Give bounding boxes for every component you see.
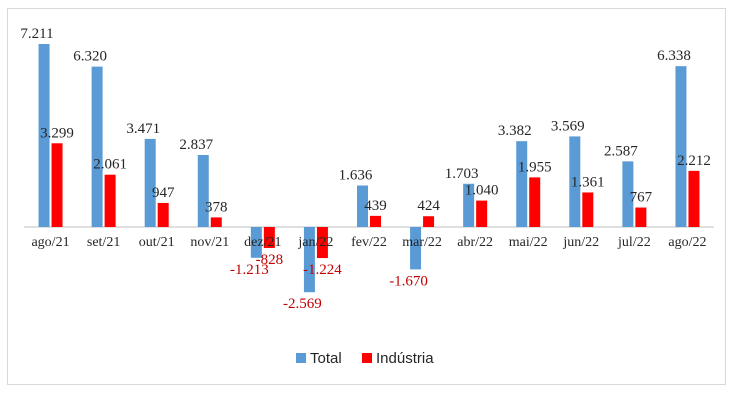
- data-label-total-12: 6.338: [657, 48, 691, 64]
- data-label-industria-12: 2.212: [677, 153, 711, 169]
- data-label-industria-4: -828: [256, 252, 284, 268]
- x-tick-label-7: mar/22: [402, 235, 442, 250]
- x-tick-label-9: mai/22: [509, 235, 548, 250]
- data-label-total-5: -2.569: [283, 296, 322, 312]
- bar-total-5: [303, 227, 315, 293]
- bar-industria-8: [476, 200, 488, 227]
- data-label-industria-1: 2.061: [93, 157, 127, 173]
- bar-industria-2: [157, 202, 169, 227]
- bar-industria-1: [104, 174, 116, 227]
- bar-total-12: [675, 66, 687, 227]
- legend-swatch-1: [362, 353, 372, 363]
- x-tick-label-4: dez/21: [244, 235, 281, 250]
- data-label-total-10: 3.569: [551, 118, 585, 134]
- data-label-industria-10: 1.361: [571, 174, 605, 190]
- data-label-industria-2: 947: [152, 185, 175, 201]
- bar-total-1: [91, 66, 103, 228]
- x-tick-label-12: ago/22: [668, 235, 706, 250]
- data-label-total-11: 2.587: [604, 143, 638, 159]
- bar-industria-5: [316, 227, 328, 259]
- data-label-industria-6: 439: [364, 198, 387, 214]
- bar-industria-9: [529, 177, 541, 227]
- bar-industria-11: [635, 207, 647, 227]
- data-label-industria-0: 3.299: [40, 125, 74, 141]
- bar-total-4: [250, 227, 262, 258]
- bar-total-7: [410, 227, 422, 270]
- bar-total-0: [38, 44, 50, 227]
- data-label-industria-3: 378: [205, 199, 228, 215]
- bar-total-9: [516, 141, 528, 227]
- legend-swatch-0: [296, 353, 306, 363]
- data-label-total-4: -1.213: [230, 262, 269, 278]
- bar-industria-6: [370, 215, 381, 227]
- x-tick-label-0: ago/21: [31, 235, 69, 250]
- bar-industria-0: [51, 143, 63, 227]
- data-label-industria-5: -1.224: [303, 262, 342, 278]
- data-label-total-6: 1.636: [339, 167, 373, 183]
- data-label-total-9: 3.382: [498, 123, 532, 139]
- x-tick-label-10: jun/22: [562, 235, 599, 250]
- data-label-industria-7: 424: [417, 198, 440, 214]
- bar-industria-7: [423, 216, 435, 227]
- bar-total-6: [357, 185, 368, 227]
- data-label-total-7: -1.670: [389, 273, 428, 289]
- x-tick-label-2: out/21: [139, 235, 175, 250]
- data-label-industria-8: 1.040: [465, 183, 499, 199]
- bar-industria-12: [688, 170, 700, 227]
- x-tick-label-11: jul/22: [617, 235, 651, 250]
- bar-total-8: [463, 183, 475, 227]
- bar-industria-10: [582, 192, 594, 227]
- data-label-total-2: 3.471: [126, 121, 160, 137]
- bar-total-10: [569, 136, 581, 227]
- data-label-total-8: 1.703: [445, 166, 479, 182]
- bar-total-2: [144, 138, 156, 227]
- legend-label-1: Indústria: [376, 350, 434, 367]
- data-label-total-1: 6.320: [73, 49, 107, 65]
- bar-total-3: [197, 155, 209, 227]
- data-label-industria-11: 767: [630, 190, 653, 206]
- x-tick-label-5: jan/22: [297, 235, 333, 250]
- bar-industria-3: [210, 217, 222, 227]
- data-label-industria-9: 1.955: [518, 159, 552, 175]
- x-tick-label-3: nov/21: [190, 235, 229, 250]
- x-tick-label-1: set/21: [87, 235, 120, 250]
- x-tick-label-6: fev/22: [351, 235, 387, 250]
- x-tick-label-8: abr/22: [457, 235, 493, 250]
- bar-industria-4: [263, 227, 275, 249]
- data-label-total-3: 2.837: [179, 137, 213, 153]
- legend-label-0: Total: [310, 350, 342, 367]
- data-label-total-0: 7.211: [20, 26, 53, 42]
- bar-total-11: [622, 161, 634, 227]
